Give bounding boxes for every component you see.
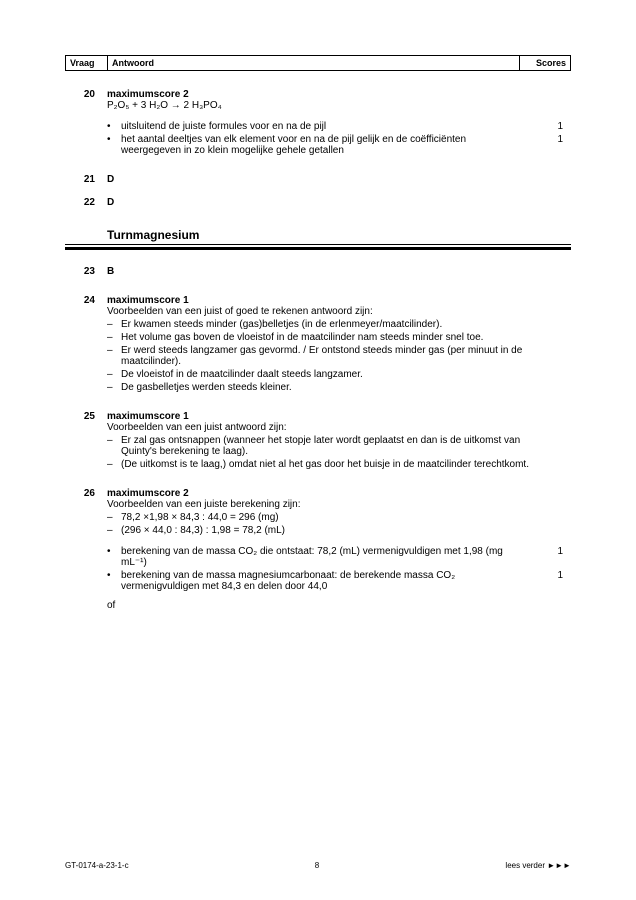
- q20-equation: P₂O₅ + 3 H₂O → 2 H₃PO₄: [107, 100, 563, 111]
- section-title: Turnmagnesium: [107, 228, 571, 242]
- q25-num: 25: [65, 411, 107, 470]
- header-scores: Scores: [520, 56, 570, 70]
- q26-b1: berekening van de massa CO₂ die ontstaat…: [121, 546, 533, 568]
- q26-d1: 78,2 ×1,98 × 84,3 : 44,0 = 296 (mg): [121, 512, 563, 523]
- q25-d1: Er zal gas ontsnappen (wanneer het stopj…: [121, 435, 563, 457]
- q22-row: 22 D: [65, 197, 571, 208]
- q25-d2: (De uitkomst is te laag,) omdat niet al …: [121, 459, 563, 470]
- bullet-icon: •: [107, 121, 121, 132]
- q25-row: 25 maximumscore 1 Voorbeelden van een ju…: [65, 411, 571, 470]
- q20-b2: het aantal deeltjes van elk element voor…: [121, 134, 533, 156]
- bullet-icon: •: [107, 134, 121, 156]
- q20-row: 20 maximumscore 2 P₂O₅ + 3 H₂O → 2 H₃PO₄…: [65, 89, 571, 156]
- q26-lead: Voorbeelden van een juiste berekening zi…: [107, 499, 563, 510]
- q24-row: 24 maximumscore 1 Voorbeelden van een ju…: [65, 295, 571, 393]
- q26-s2: 1: [533, 570, 563, 592]
- dash-icon: –: [107, 435, 121, 457]
- q21-num: 21: [65, 174, 107, 185]
- q23-ans: B: [107, 266, 571, 277]
- q26-b2: berekening van de massa magnesiumcarbona…: [121, 570, 533, 592]
- header-antwoord: Antwoord: [108, 56, 520, 70]
- dash-icon: –: [107, 332, 121, 343]
- q26-num: 26: [65, 488, 107, 611]
- bullet-icon: •: [107, 546, 121, 568]
- q24-body: maximumscore 1 Voorbeelden van een juist…: [107, 295, 571, 393]
- q24-lead: Voorbeelden van een juist of goed te rek…: [107, 306, 563, 317]
- q23-row: 23 B: [65, 266, 571, 277]
- footer-center: 8: [315, 861, 319, 870]
- q22-num: 22: [65, 197, 107, 208]
- page: Vraag Antwoord Scores 20 maximumscore 2 …: [0, 0, 636, 655]
- q20-title: maximumscore 2: [107, 89, 563, 100]
- q26-s1: 1: [533, 546, 563, 568]
- dash-icon: –: [107, 525, 121, 536]
- q21-row: 21 D: [65, 174, 571, 185]
- q26-body: maximumscore 2 Voorbeelden van een juist…: [107, 488, 571, 611]
- q20-num: 20: [65, 89, 107, 156]
- q23-num: 23: [65, 266, 107, 277]
- q26-of: of: [107, 600, 563, 611]
- q26-row: 26 maximumscore 2 Voorbeelden van een ju…: [65, 488, 571, 611]
- q22-ans: D: [107, 197, 571, 208]
- q20-body: maximumscore 2 P₂O₅ + 3 H₂O → 2 H₃PO₄ • …: [107, 89, 571, 156]
- dash-icon: –: [107, 345, 121, 367]
- header-bar: Vraag Antwoord Scores: [65, 55, 571, 71]
- q25-title: maximumscore 1: [107, 411, 563, 422]
- footer-right: lees verder ►►►: [505, 861, 571, 870]
- q25-body: maximumscore 1 Voorbeelden van een juist…: [107, 411, 571, 470]
- q24-d2: Het volume gas boven de vloeistof in de …: [121, 332, 563, 343]
- dash-icon: –: [107, 512, 121, 523]
- q24-num: 24: [65, 295, 107, 393]
- q24-d1: Er kwamen steeds minder (gas)belletjes (…: [121, 319, 563, 330]
- q20-b1: uitsluitend de juiste formules voor en n…: [121, 121, 533, 132]
- q25-lead: Voorbeelden van een juist antwoord zijn:: [107, 422, 563, 433]
- q20-s2: 1: [533, 134, 563, 156]
- dash-icon: –: [107, 369, 121, 380]
- footer: GT-0174-a-23-1-c 8 lees verder ►►►: [65, 861, 571, 870]
- header-vraag: Vraag: [66, 56, 108, 70]
- q26-title: maximumscore 2: [107, 488, 563, 499]
- rule-thin: [65, 244, 571, 245]
- q21-ans: D: [107, 174, 571, 185]
- dash-icon: –: [107, 319, 121, 330]
- q20-s1: 1: [533, 121, 563, 132]
- q26-d2: (296 × 44,0 : 84,3) : 1,98 = 78,2 (mL): [121, 525, 563, 536]
- footer-left: GT-0174-a-23-1-c: [65, 861, 129, 870]
- dash-icon: –: [107, 382, 121, 393]
- bullet-icon: •: [107, 570, 121, 592]
- rule-thick: [65, 247, 571, 250]
- q24-title: maximumscore 1: [107, 295, 563, 306]
- dash-icon: –: [107, 459, 121, 470]
- q24-d4: De vloeistof in de maatcilinder daalt st…: [121, 369, 563, 380]
- q24-d5: De gasbelletjes werden steeds kleiner.: [121, 382, 563, 393]
- q24-d3: Er werd steeds langzamer gas gevormd. / …: [121, 345, 563, 367]
